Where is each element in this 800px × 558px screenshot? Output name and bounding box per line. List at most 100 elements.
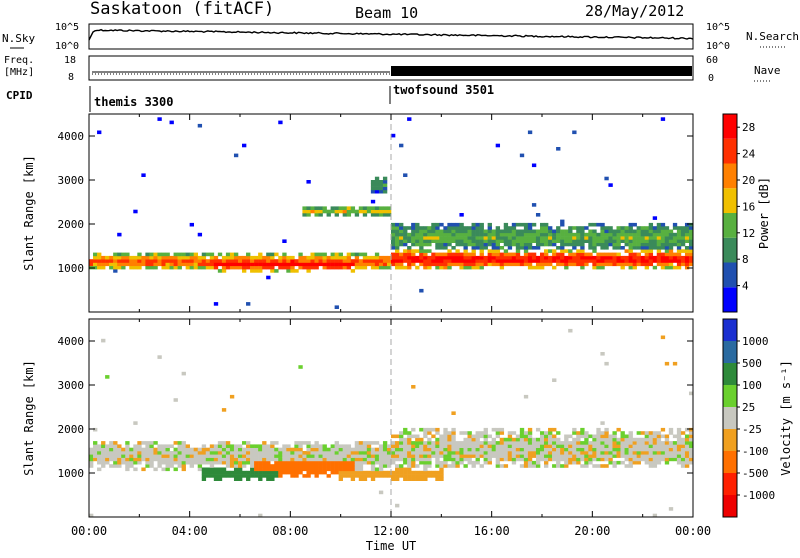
heatmap-cell (173, 262, 178, 267)
heatmap-cell (644, 457, 650, 462)
heatmap-cell (370, 474, 376, 478)
heatmap-cell (483, 427, 488, 432)
heatmap-cell (491, 447, 496, 452)
heatmap-cell (535, 447, 541, 452)
heatmap-cell (229, 454, 235, 458)
heatmap-cell (580, 262, 585, 267)
heatmap-cell (600, 239, 605, 243)
heatmap-cell (258, 454, 263, 458)
heatmap-cell (471, 246, 476, 250)
heatmap-cell (403, 242, 408, 247)
heatmap-cell (314, 454, 319, 458)
heatmap-cell (242, 457, 247, 462)
heatmap-cell (636, 239, 641, 243)
heatmap-cell (644, 265, 650, 270)
heatmap-cell (274, 447, 279, 452)
heatmap-cell (640, 232, 645, 237)
heatmap-cell (403, 477, 408, 481)
heatmap-cell (511, 232, 517, 237)
heatmap-cell (624, 441, 629, 445)
heatmap-cell (399, 143, 404, 148)
heatmap-cell (334, 467, 339, 472)
heatmap-cell (507, 239, 513, 243)
heatmap-cell (560, 454, 565, 458)
heatmap-cell (491, 437, 496, 442)
heatmap-cell (668, 427, 674, 432)
heatmap-cell (250, 262, 255, 267)
heatmap-cell (612, 444, 617, 448)
heatmap-cell (129, 262, 134, 267)
heatmap-cell (443, 246, 448, 250)
heatmap-cell (680, 460, 686, 465)
heatmap-cell (459, 262, 464, 267)
heatmap-cell (97, 255, 102, 260)
heatmap-cell (374, 213, 380, 217)
heatmap-cell (503, 262, 509, 267)
heatmap-cell (588, 457, 593, 462)
heatmap-cell (455, 222, 460, 227)
velocity-ylabel: Slant Range [km] (22, 360, 36, 476)
heatmap-cell (282, 451, 287, 455)
heatmap-cell (552, 437, 557, 442)
heatmap-cell (362, 209, 368, 214)
heatmap-cell (254, 255, 259, 260)
heatmap-cell (487, 252, 492, 257)
heatmap-cell (491, 441, 496, 445)
heatmap-cell (101, 447, 106, 452)
heatmap-cell (503, 464, 509, 468)
heatmap-cell (443, 229, 448, 234)
heatmap-cell (374, 474, 380, 478)
heatmap-cell (535, 441, 541, 445)
heatmap-cell (560, 239, 565, 243)
heatmap-cell (451, 226, 456, 230)
heatmap-cell (145, 255, 150, 260)
heatmap-cell (664, 236, 670, 240)
heatmap-cell (181, 262, 186, 267)
heatmap-cell (318, 467, 323, 472)
heatmap-cell (185, 262, 190, 267)
heatmap-cell (660, 226, 666, 230)
heatmap-cell (382, 447, 388, 452)
heatmap-cell (539, 457, 545, 462)
heatmap-cell (511, 431, 517, 435)
heatmap-cell (548, 239, 553, 243)
heatmap-cell (145, 460, 150, 465)
heatmap-cell (350, 460, 356, 465)
heatmap-cell (246, 474, 251, 478)
heatmap-cell (684, 427, 690, 432)
heatmap-cell (608, 460, 613, 465)
heatmap-cell (197, 262, 203, 267)
heatmap-cell (471, 434, 476, 439)
heatmap-cell (664, 457, 670, 462)
heatmap-cell (660, 232, 666, 237)
heatmap-cell (262, 255, 267, 260)
heatmap-cell (153, 262, 158, 267)
heatmap-cell (97, 265, 102, 270)
heatmap-cell (475, 451, 480, 455)
heatmap-cell (411, 262, 416, 267)
heatmap-cell (407, 117, 412, 121)
heatmap-cell (153, 451, 158, 455)
heatmap-cell (89, 460, 94, 465)
heatmap-cell (193, 447, 199, 452)
heatmap-cell (173, 398, 178, 402)
heatmap-cell (580, 265, 585, 270)
heatmap-cell (133, 259, 138, 263)
heatmap-cell (471, 262, 476, 267)
heatmap-cell (628, 431, 633, 435)
heatmap-cell (282, 255, 287, 260)
heatmap-cell (499, 447, 505, 452)
heatmap-cell (407, 464, 412, 468)
heatmap-cell (584, 239, 589, 243)
heatmap-cell (407, 437, 412, 442)
heatmap-cell (97, 467, 102, 472)
heatmap-cell (201, 451, 207, 455)
heatmap-cell (185, 460, 190, 465)
heatmap-cell (270, 444, 275, 448)
heatmap-cell (572, 451, 577, 455)
heatmap-cell (548, 229, 553, 234)
heatmap-cell (644, 232, 650, 237)
heatmap-cell (652, 236, 658, 240)
heatmap-cell (600, 236, 605, 240)
heatmap-cell (660, 255, 666, 260)
